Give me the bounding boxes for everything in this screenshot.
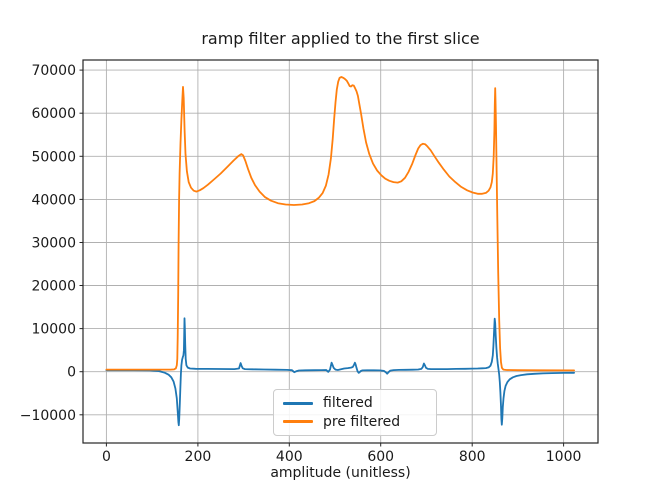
series-filtered	[105, 317, 575, 427]
x-tick-label: 600	[367, 449, 394, 465]
tick-labels: 0 200 400 600 800 1000 −10000 0 10000 20000 30000 4…	[20, 63, 582, 465]
y-tick-label: 60000	[31, 106, 76, 122]
y-tick-label: 70000	[31, 63, 76, 79]
y-tick-label: 20000	[31, 279, 76, 295]
y-tick-label: −10000	[20, 408, 76, 424]
plot-border	[82, 59, 599, 444]
tick-marks	[79, 69, 565, 447]
x-tick-label: 200	[185, 449, 212, 465]
grid	[83, 60, 598, 443]
legend-line-filtered	[283, 402, 313, 405]
legend-item-filtered: filtered	[283, 396, 427, 410]
legend-label-pre-filtered: pre filtered	[323, 413, 401, 430]
y-tick-label: 40000	[31, 192, 76, 208]
x-tick-label: 400	[276, 449, 303, 465]
y-tick-label: 0	[67, 365, 76, 381]
y-tick-label: 30000	[31, 236, 76, 252]
x-tick-label: 0	[102, 449, 111, 465]
legend-item-pre-filtered: pre filtered	[283, 415, 427, 429]
legend-label-filtered: filtered	[323, 395, 373, 412]
legend: filtered pre filtered	[273, 389, 437, 436]
chart-title: ramp filter applied to the first slice	[201, 29, 480, 48]
x-tick-label: 800	[459, 449, 486, 465]
series-pre-filtered	[105, 76, 575, 372]
y-tick-label: 50000	[31, 149, 76, 165]
legend-line-pre-filtered	[283, 420, 313, 423]
y-tick-label: 10000	[31, 322, 76, 338]
x-axis-label: amplitude (unitless)	[270, 465, 411, 481]
x-tick-label: 1000	[546, 449, 582, 465]
